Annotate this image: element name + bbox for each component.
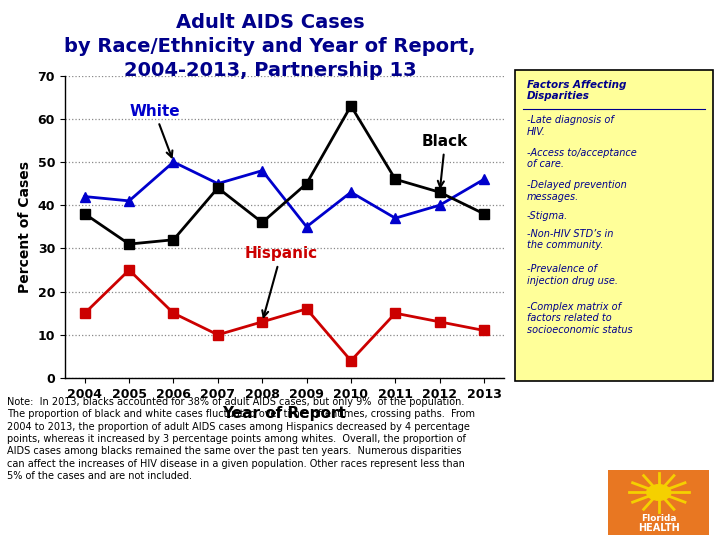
Text: -Complex matrix of
factors related to
socioeconomic status: -Complex matrix of factors related to so… [526,301,632,335]
Text: HEALTH: HEALTH [638,523,680,533]
Text: Black: Black [422,134,468,187]
X-axis label: Year of Report: Year of Report [222,406,346,421]
Text: -Prevalence of
injection drug use.: -Prevalence of injection drug use. [526,264,618,286]
FancyBboxPatch shape [515,70,713,381]
Text: Factors Affecting
Disparities: Factors Affecting Disparities [526,79,626,101]
Text: Note:  In 2013, blacks accounted for 38% of adult AIDS cases, but only 9%  of th: Note: In 2013, blacks accounted for 38% … [7,397,475,481]
Circle shape [647,485,671,500]
Text: -Late diagnosis of
HIV.: -Late diagnosis of HIV. [526,115,613,137]
Text: Hispanic: Hispanic [245,246,318,317]
Text: White: White [129,104,180,157]
Text: -Non-HIV STD’s in
the community.: -Non-HIV STD’s in the community. [526,228,613,250]
Text: Florida: Florida [641,514,677,523]
Text: Adult AIDS Cases
by Race/Ethnicity and Year of Report,
2004-2013, Partnership 13: Adult AIDS Cases by Race/Ethnicity and Y… [64,14,476,79]
Y-axis label: Percent of Cases: Percent of Cases [18,161,32,293]
Text: -Delayed prevention
messages.: -Delayed prevention messages. [526,180,626,202]
Text: -Access to/acceptance
of care.: -Access to/acceptance of care. [526,148,636,170]
Text: -Stigma.: -Stigma. [526,212,568,221]
